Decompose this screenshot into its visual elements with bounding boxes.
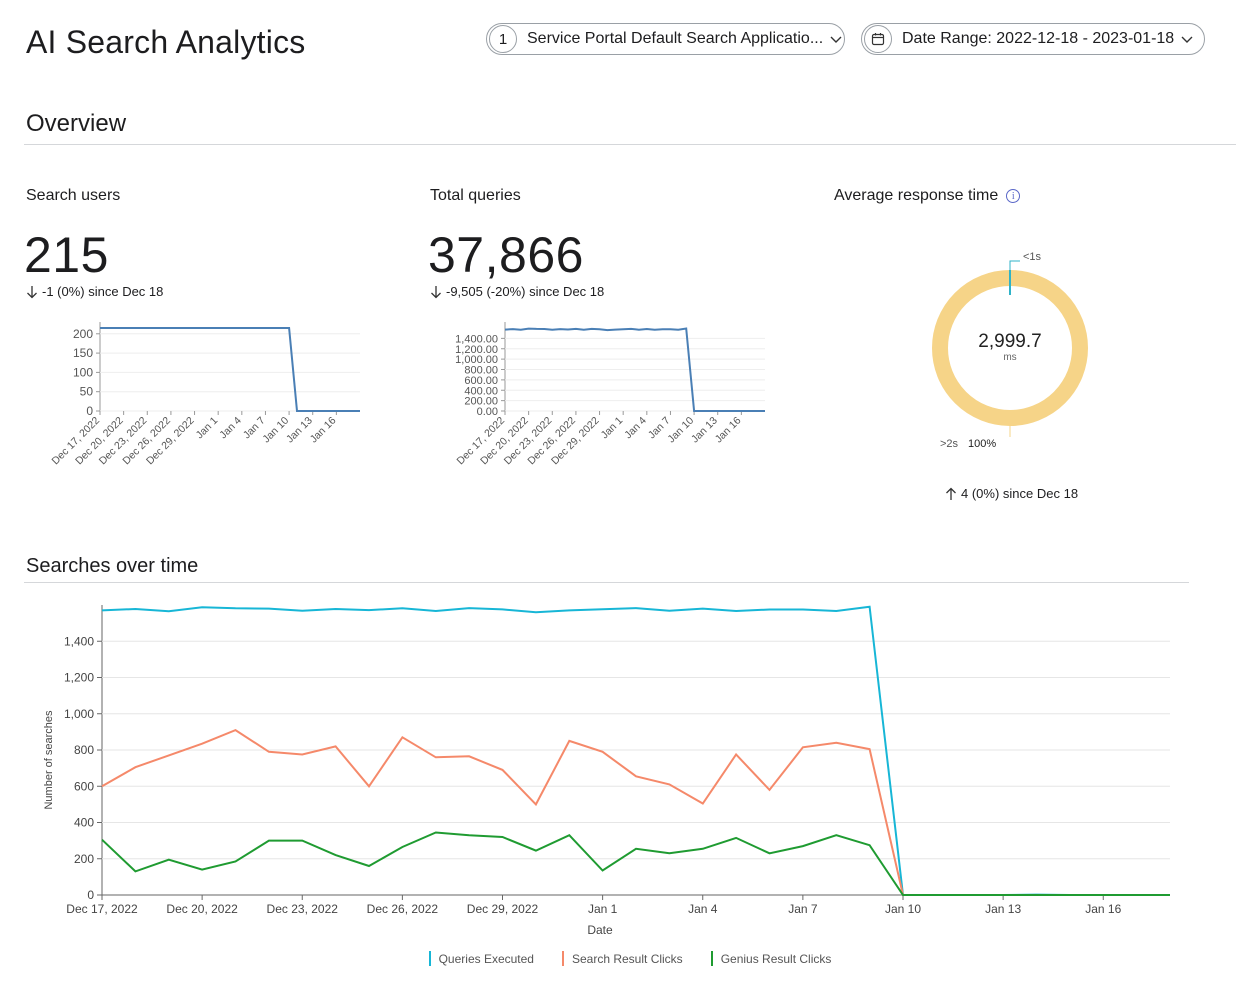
x-tick-label: Jan 16	[1085, 902, 1121, 916]
lt1s-label: <1s	[1023, 251, 1042, 263]
date-range-dropdown[interactable]: Date Range: 2022-12-18 - 2023-01-18	[861, 23, 1205, 55]
y-tick-label: 600	[74, 779, 94, 793]
x-axis-title: Date	[587, 923, 613, 937]
search-users-delta-text: -1 (0%) since Dec 18	[42, 284, 164, 299]
legend-swatch-queries	[428, 951, 431, 966]
average-response-time-label: Average response time	[834, 187, 999, 204]
date-range-label: Date Range: 2022-12-18 - 2023-01-18	[902, 30, 1175, 47]
x-tick-label: Jan 1	[599, 415, 626, 442]
x-tick-label: Jan 4	[688, 902, 718, 916]
avg-response-center-value: 2,999.7	[978, 331, 1041, 352]
x-tick-label: Jan 7	[788, 902, 818, 916]
x-tick-label: Jan 1	[194, 415, 221, 442]
series-line-genius-result-clicks	[101, 831, 1170, 896]
y-tick-label: 0	[87, 888, 94, 902]
arrow-down-icon	[27, 285, 37, 298]
y-tick-label: 1,200	[64, 671, 94, 685]
y-tick-label: 800.00	[464, 365, 498, 377]
x-tick-label: Dec 23, 2022	[267, 902, 339, 916]
chart-legend: Queries Executed Search Result Clicks Ge…	[0, 951, 1260, 966]
y-tick-label: 1,400	[64, 634, 94, 648]
y-tick-label: 1,000.00	[455, 354, 498, 366]
x-tick-label: Jan 16	[308, 415, 339, 446]
y-tick-label: 1,200.00	[455, 344, 498, 356]
searches-over-time-chart: 0 200 400 600 800 1,000 1,200 1,400 Dec 17, 2022…	[43, 605, 1170, 937]
x-tick-label: Dec 17, 2022	[66, 902, 138, 916]
y-tick-label: 400.00	[464, 385, 498, 397]
x-tick-label: Jan 4	[622, 415, 649, 442]
average-response-donut-chart: <1s >2s 100% 2,999.7 ms	[932, 251, 1088, 450]
series-line-search-result-clicks	[101, 728, 1170, 896]
legend-label-queries-executed: Queries Executed	[438, 951, 534, 966]
search-application-label: Service Portal Default Search Applicatio…	[527, 30, 824, 47]
x-tick-label: Jan 10	[885, 902, 921, 916]
y-tick-label: 1,000	[64, 707, 94, 721]
y-tick-label: 0.00	[477, 406, 498, 418]
y-tick-label: 200	[74, 852, 94, 866]
y-tick-label: 100	[73, 365, 93, 379]
x-tick-label: Dec 20, 2022	[166, 902, 238, 916]
y-tick-label: 200	[73, 327, 93, 341]
total-queries-delta-text: -9,505 (-20%) since Dec 18	[446, 284, 605, 299]
series-line	[504, 327, 765, 412]
legend-item-search-result-clicks[interactable]: Search Result Clicks	[561, 951, 683, 966]
searches-over-time-heading: Searches over time	[26, 555, 199, 577]
legend-item-queries-executed[interactable]: Queries Executed	[428, 951, 534, 966]
y-tick-label: 150	[73, 346, 93, 360]
legend-label-genius-result-clicks: Genius Result Clicks	[720, 951, 832, 966]
search-users-delta: -1 (0%) since Dec 18	[26, 284, 163, 299]
legend-label-search-result-clicks: Search Result Clicks	[571, 951, 683, 966]
page-title: AI Search Analytics	[26, 24, 306, 60]
x-tick-label: Jan 16	[713, 415, 744, 446]
overview-divider	[24, 144, 1236, 145]
gt2s-label: >2s	[940, 438, 959, 450]
x-tick-label: Dec 26, 2022	[367, 902, 439, 916]
x-tick-label: Jan 13	[985, 902, 1021, 916]
searches-over-time-divider	[24, 582, 1189, 583]
search-users-value: 215	[24, 227, 109, 283]
calendar-icon	[864, 25, 892, 53]
x-tick-label: Dec 29, 2022	[467, 902, 539, 916]
lt1s-leader-line	[1009, 260, 1020, 270]
y-tick-label: 0	[86, 404, 93, 418]
total-queries-value: 37,866	[428, 227, 584, 283]
average-response-delta-text: 4 (0%) since Dec 18	[961, 486, 1079, 501]
series-line-queries-executed	[101, 605, 1170, 896]
average-response-time-header: Average response time i	[834, 187, 1021, 205]
search-application-dropdown[interactable]: 1 Service Portal Default Search Applicat…	[486, 23, 845, 55]
y-tick-label: 600.00	[464, 375, 498, 387]
total-queries-mini-chart: 0.00200.00400.00600.00800.001,000.001,20…	[454, 322, 765, 467]
y-tick-label: 50	[80, 385, 94, 399]
y-axis-title: Number of searches	[43, 710, 55, 810]
selected-apps-count-badge: 1	[489, 25, 517, 53]
average-response-delta: 4 (0%) since Dec 18	[945, 486, 1078, 501]
x-tick-label: Jan 4	[217, 415, 244, 442]
y-tick-label: 800	[74, 743, 94, 757]
arrow-up-icon	[946, 487, 956, 500]
chevron-down-icon	[1180, 32, 1194, 46]
avg-response-center-unit: ms	[1003, 352, 1016, 363]
legend-swatch-search-clicks	[561, 951, 564, 966]
legend-swatch-genius-clicks	[710, 951, 713, 966]
info-icon[interactable]: i	[1006, 189, 1021, 203]
y-tick-label: 400	[74, 816, 94, 830]
series-line	[100, 327, 360, 412]
gt2s-percent: 100%	[968, 438, 996, 450]
total-queries-delta: -9,505 (-20%) since Dec 18	[430, 284, 604, 299]
x-tick-label: Jan 1	[588, 902, 618, 916]
overview-heading: Overview	[26, 110, 127, 137]
legend-item-genius-result-clicks[interactable]: Genius Result Clicks	[710, 951, 832, 966]
search-users-label: Search users	[26, 187, 121, 204]
chevron-down-icon	[829, 32, 843, 46]
y-tick-label: 1,400.00	[455, 333, 498, 345]
arrow-down-icon	[431, 285, 441, 298]
total-queries-label: Total queries	[430, 187, 521, 204]
y-tick-label: 200.00	[464, 396, 498, 408]
